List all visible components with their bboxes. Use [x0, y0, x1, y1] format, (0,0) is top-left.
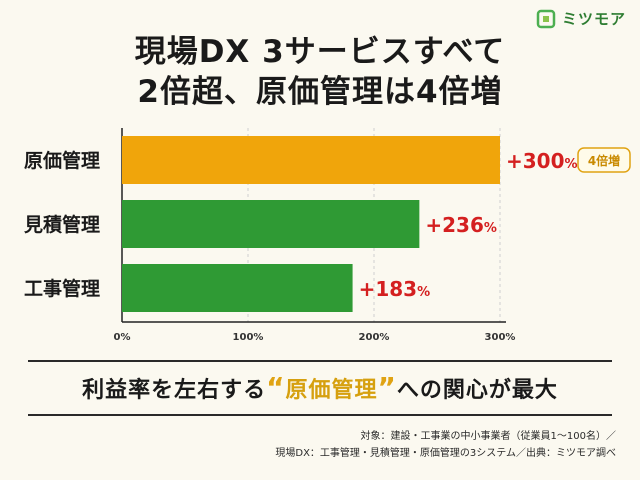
tagline-prefix: 利益率を左右する [82, 378, 267, 403]
footnote-line-1: 対象：建設・工事業の中小事業者（従業員1～100名）／ [360, 431, 616, 442]
x-tick-label: 0% [114, 332, 131, 343]
footnotes: 対象：建設・工事業の中小事業者（従業員1～100名）／ 現場DX：工事管理・見積… [275, 428, 616, 462]
divider-bottom [28, 414, 612, 416]
brand-mark-icon [536, 9, 556, 28]
value-label: +236% [425, 213, 497, 237]
tagline-open-quote: “ [266, 371, 286, 404]
tagline-suffix: への関心が最大 [396, 378, 558, 403]
footnote-line-2: 現場DX：工事管理・見積管理・原価管理の3システム／出典：ミツモア調べ [275, 448, 616, 459]
category-label: 見積管理 [24, 213, 100, 236]
title-line-1: 現場DX 3サービスすべて [134, 34, 506, 70]
x-tick-label: 100% [233, 332, 264, 343]
category-label: 原価管理 [24, 149, 100, 172]
tagline-close-quote: ” [377, 371, 397, 404]
title-line-2: 2倍超、原価管理は4倍増 [137, 74, 503, 110]
badge-label: 4倍増 [588, 153, 620, 168]
bar [122, 200, 420, 248]
brand-name: ミツモア [561, 10, 626, 28]
value-label: +300% [506, 149, 578, 173]
x-tick-label: 200% [359, 332, 390, 343]
divider-top [28, 360, 612, 362]
x-tick-label: 300% [485, 332, 516, 343]
tagline: 利益率を左右する“原価管理”への関心が最大 [0, 366, 640, 413]
bar [122, 264, 353, 312]
value-label: +183% [359, 277, 431, 301]
tagline-highlight: 原価管理 [285, 378, 378, 403]
badge-box [577, 147, 631, 173]
page-title: 現場DX 3サービスすべて 2倍超、原価管理は4倍増 [0, 32, 640, 112]
brand-logo: ミツモア [536, 8, 626, 29]
category-label: 工事管理 [24, 277, 100, 300]
bar [122, 136, 500, 184]
